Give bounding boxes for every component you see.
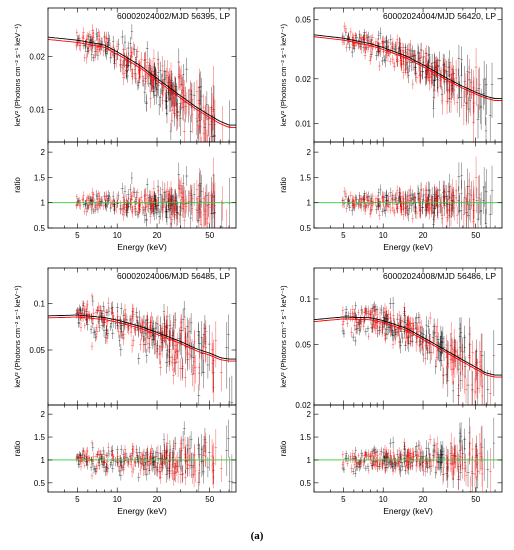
y-tick-label: 0.01: [29, 105, 45, 114]
x-tick-label: 20: [419, 231, 428, 240]
ratio-tick-label: 1: [41, 456, 46, 465]
x-tick-label: 10: [113, 495, 122, 504]
y-tick-label: 0.05: [29, 346, 45, 355]
x-tick-label: 50: [205, 231, 214, 240]
model-curve: [48, 314, 236, 360]
ratio-tick-label: 0.5: [300, 224, 312, 233]
chart-panel-3: 5 10 20 50 0.05 0.1 0.5 1 1.5 2 60002024006/MJD 56…: [13, 267, 237, 516]
y-axis-label: keV² (Photons cm⁻² s⁻¹ keV⁻¹): [13, 285, 22, 388]
x-axis-label: Energy (keV): [117, 242, 167, 252]
spectra-figure: 5 10 20 50 0.01 0.02 0.5 1 1.5 2 60002024002/MJD 5…: [13, 7, 503, 516]
ratio-tick-label: 1: [307, 199, 312, 208]
model-curve: [48, 38, 236, 128]
y-tick-label: 0.1: [34, 300, 46, 309]
ratio-frame: [47, 404, 237, 493]
chart-panel-1: 5 10 20 50 0.01 0.02 0.5 1 1.5 2 60002024002/MJD 5…: [13, 7, 237, 252]
x-tick-label: 20: [153, 495, 162, 504]
ratio-tick-label: 1.5: [34, 433, 46, 442]
ratio-frame: [313, 141, 503, 229]
y-tick-label: 0.02: [29, 53, 45, 62]
model-curve: [48, 36, 236, 126]
ratio-axis-label: ratio: [13, 440, 22, 456]
x-tick-label: 5: [75, 495, 80, 504]
y-axis-label: keV² (Photons cm⁻² s⁻¹ keV⁻¹): [279, 23, 288, 126]
y-tick-label: 0.01: [295, 119, 311, 128]
x-axis-label: Energy (keV): [383, 242, 433, 252]
x-tick-label: 20: [153, 231, 162, 240]
ratio-data: [314, 156, 502, 228]
x-tick-label: 5: [341, 231, 346, 240]
ratio-tick-label: 1: [41, 199, 46, 208]
panel-title: 60002024002/MJD 56395, LP: [117, 11, 230, 21]
panel-title: 60002024006/MJD 56485, LP: [117, 271, 230, 281]
x-tick-label: 10: [379, 231, 388, 240]
y-axis-label: keV² (Photons cm⁻² s⁻¹ keV⁻¹): [13, 23, 22, 126]
ratio-axis-label: ratio: [279, 177, 288, 193]
spectrum-frame: [47, 7, 237, 143]
x-tick-label: 5: [75, 231, 80, 240]
ratio-tick-label: 1.5: [34, 173, 46, 182]
ratio-frame: [47, 141, 237, 229]
model-curve: [48, 316, 236, 362]
x-tick-label: 50: [471, 231, 480, 240]
x-axis-label: Energy (keV): [117, 506, 167, 516]
ratio-tick-label: 0.5: [34, 479, 46, 488]
ratio-data: [48, 419, 236, 492]
spectrum-data: [48, 292, 236, 405]
ratio-data: [48, 157, 236, 228]
panel-title: 60002024004/MJD 56420, LP: [383, 11, 496, 21]
ratio-tick-label: 2: [41, 148, 46, 157]
x-tick-label: 10: [113, 231, 122, 240]
model-curve: [314, 36, 502, 101]
y-tick-label: 0.02: [295, 75, 311, 84]
spectrum-data: [314, 296, 502, 405]
model-curve: [314, 34, 502, 100]
y-tick-label: 0.05: [295, 16, 311, 25]
ratio-tick-label: 2: [41, 410, 46, 419]
x-tick-label: 50: [205, 495, 214, 504]
spectrum-data: [314, 21, 502, 142]
ratio-tick-label: 0.5: [34, 224, 46, 233]
spectrum-data: [48, 24, 236, 142]
chart-panel-2: 5 10 20 50 0.01 0.02 0.05 0.5 1 1.5 2 60002024004/M…: [279, 7, 503, 252]
ratio-tick-label: 1.5: [300, 173, 312, 182]
ratio-axis-label: ratio: [13, 177, 22, 193]
ratio-tick-label: 2: [307, 148, 312, 157]
chart-panel-4: 5 10 20 500.020.050.10.511.5260002024008/MJ…: [279, 267, 503, 516]
